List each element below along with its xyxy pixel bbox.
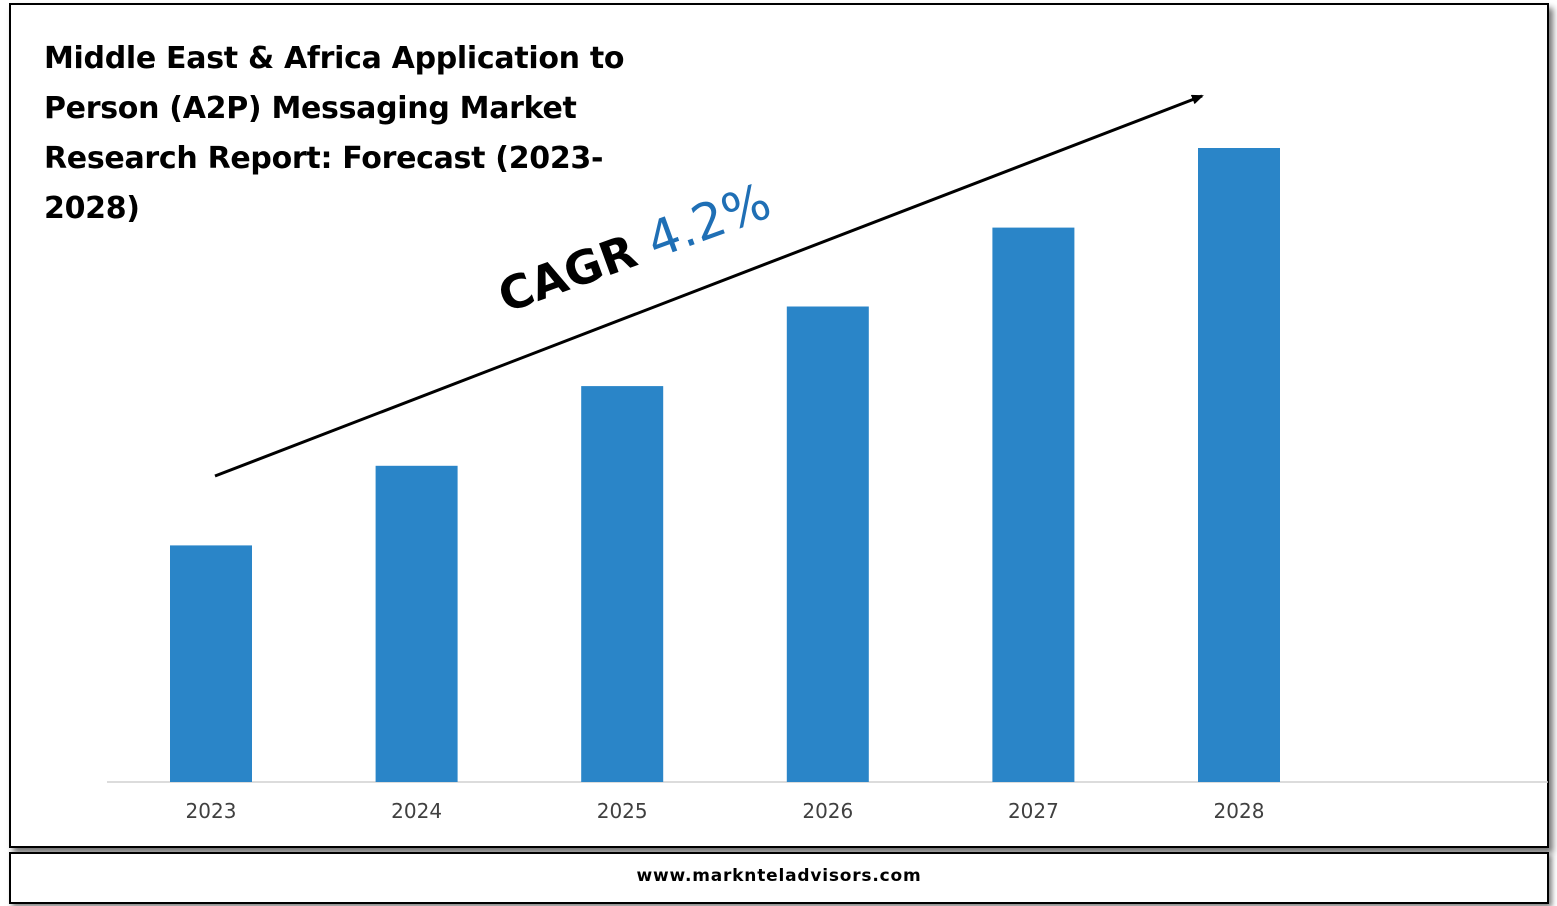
chart-title: Middle East & Africa Application to Pers… [44, 41, 625, 226]
bar-2023 [170, 545, 252, 782]
x-tick-label-2027: 2027 [1008, 799, 1059, 823]
x-tick-label-2024: 2024 [391, 799, 442, 823]
bar-2026 [786, 306, 869, 782]
bar-2025 [581, 386, 664, 782]
x-tick-label-2023: 2023 [186, 799, 237, 823]
bar-2028 [1198, 148, 1280, 782]
x-tick-label-2025: 2025 [597, 799, 648, 823]
bar-2024 [375, 465, 458, 782]
bar-2027 [992, 227, 1075, 783]
footer-box: www.marknteladvisors.com [9, 852, 1549, 904]
footer-url: www.marknteladvisors.com [636, 866, 922, 886]
trend-arrow [214, 94, 1204, 478]
x-tick-label-2026: 2026 [802, 799, 853, 823]
x-tick-label-2028: 2028 [1214, 799, 1265, 823]
chart-frame [9, 3, 1549, 848]
